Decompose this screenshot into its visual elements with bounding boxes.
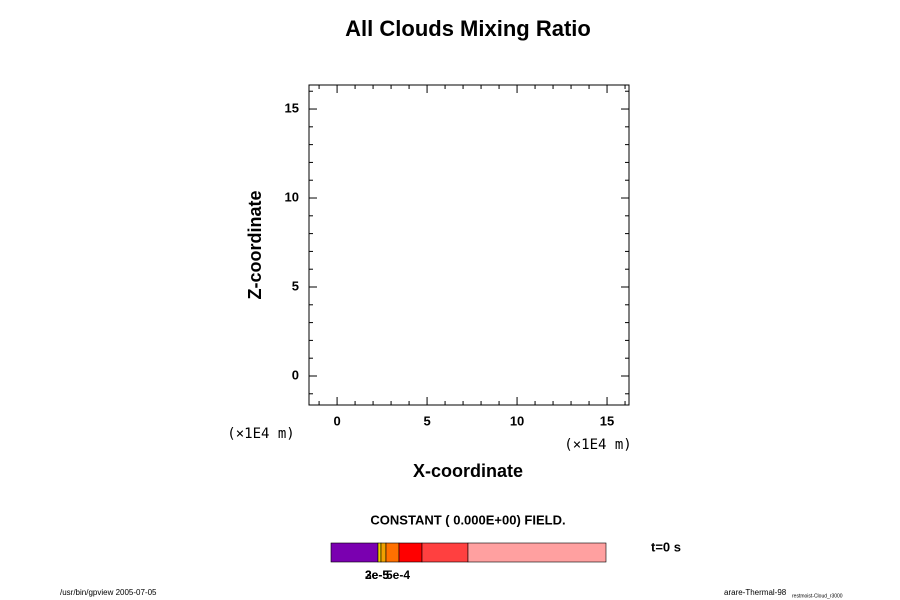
- plot-frame: [308, 84, 630, 406]
- colorbar-segment: [421, 542, 469, 563]
- colorbar-label: 3e-5: [365, 568, 389, 582]
- x-tick-label: 0: [333, 413, 340, 428]
- x-tick-label: 15: [600, 413, 614, 428]
- footer-right: arare-Thermal-98: [724, 588, 787, 597]
- x-tick-label: 10: [510, 413, 524, 428]
- y-axis-label: Z-coordinate: [245, 190, 265, 299]
- y-tick-label: 5: [292, 278, 299, 293]
- time-label: t=0 s: [651, 539, 681, 554]
- chart-title: All Clouds Mixing Ratio: [345, 16, 591, 41]
- colorbar-segment: [377, 542, 382, 563]
- y-tick-label: 10: [285, 189, 299, 204]
- colorbar-segment: [330, 542, 379, 563]
- field-note: CONSTANT ( 0.000E+00) FIELD.: [370, 512, 565, 527]
- x-tick-label: 5: [423, 413, 430, 428]
- footer-left: /usr/bin/gpview 2005-07-05: [60, 588, 157, 597]
- y-tick-label: 15: [285, 100, 299, 115]
- footer-right-sub: restmoist-Cloud_r3000: [792, 593, 843, 599]
- colorbar-segment: [385, 542, 400, 563]
- y-unit: (×1E4 m): [227, 426, 294, 442]
- colorbar-segment: [398, 542, 423, 563]
- colorbar-segment: [467, 542, 607, 563]
- colorbar-label: 5e-4: [386, 568, 410, 582]
- x-axis-label: X-coordinate: [413, 461, 523, 481]
- colorbar-label: 2e-5: [365, 568, 389, 582]
- x-unit: (×1E4 m): [564, 437, 631, 453]
- y-tick-label: 0: [292, 367, 299, 382]
- colorbar-segment: [380, 542, 387, 563]
